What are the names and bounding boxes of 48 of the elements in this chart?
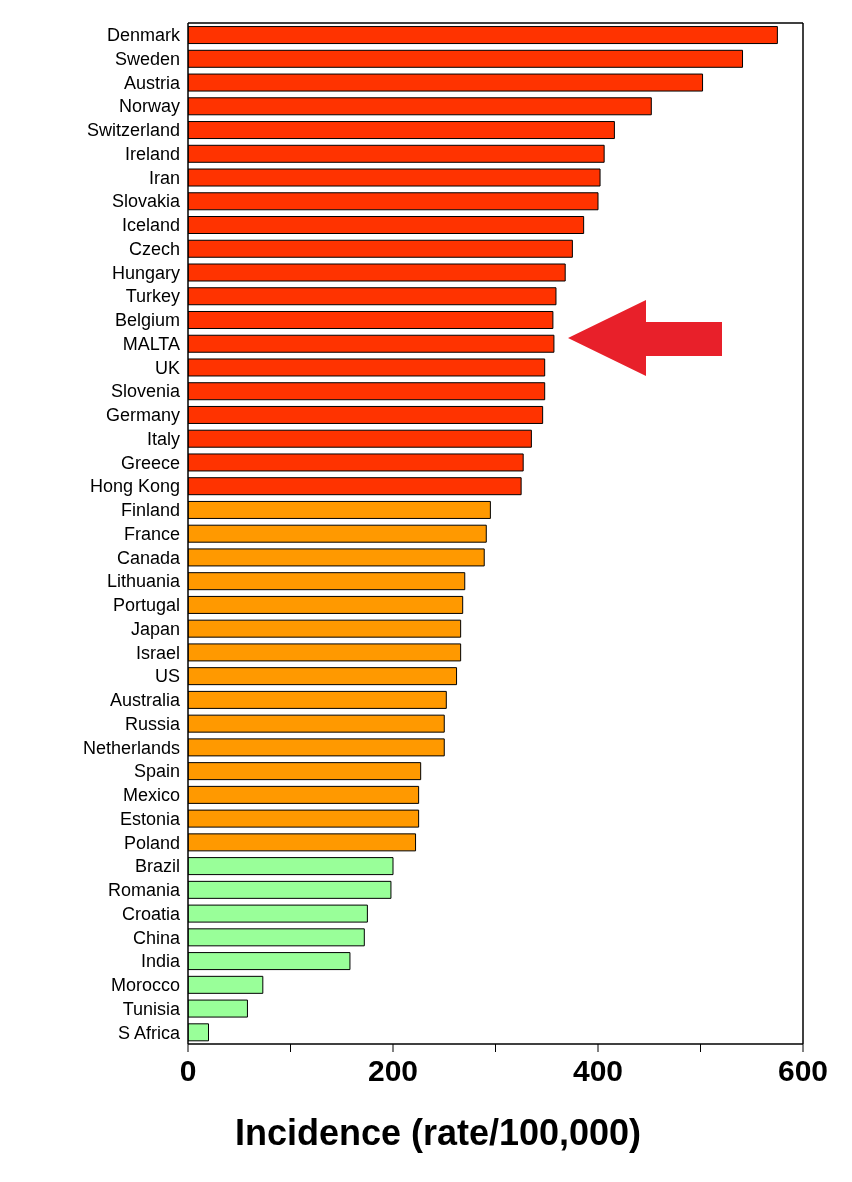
- y-tick-label: Russia: [124, 713, 181, 734]
- y-tick-label: France: [123, 523, 180, 544]
- y-tick-label: Germany: [105, 405, 180, 426]
- y-tick-label: Netherlands: [82, 737, 180, 758]
- x-axis-title: Incidence (rate/100,000): [233, 1112, 643, 1154]
- y-tick-label: Sweden: [114, 49, 180, 70]
- y-tick-label: Tunisia: [122, 998, 181, 1019]
- y-tick-label: Estonia: [119, 808, 181, 829]
- y-tick-label: Mexico: [122, 785, 180, 806]
- y-tick-label: Lithuania: [106, 571, 181, 592]
- x-tick-label: 200: [367, 1054, 419, 1088]
- y-tick-label: Portugal: [112, 595, 180, 616]
- y-tick-label: Belgium: [114, 310, 180, 331]
- y-tick-label: Hong Kong: [89, 476, 180, 497]
- y-tick-label: Iceland: [121, 215, 180, 236]
- y-tick-label: Turkey: [125, 286, 180, 307]
- y-tick-label: Poland: [123, 832, 180, 853]
- y-tick-label: US: [154, 666, 180, 687]
- y-tick-label: Australia: [109, 690, 181, 711]
- y-tick-label: Finland: [120, 500, 180, 521]
- y-tick-label: Austria: [123, 72, 181, 93]
- y-tick-label: Iran: [148, 167, 180, 188]
- y-tick-label: Switzerland: [86, 120, 180, 141]
- y-tick-label: India: [140, 951, 181, 972]
- x-tick-label: 0: [179, 1054, 197, 1088]
- y-tick-label: Morocco: [110, 975, 180, 996]
- y-tick-label: S Africa: [117, 1022, 181, 1043]
- y-tick-label: Italy: [146, 428, 180, 449]
- y-tick-label: Greece: [120, 452, 180, 473]
- y-tick-label: Czech: [128, 238, 180, 259]
- y-tick-label: Slovenia: [110, 381, 181, 402]
- y-tick-label: Slovakia: [111, 191, 181, 212]
- y-tick-label: Israel: [135, 642, 180, 663]
- y-tick-label: Ireland: [124, 143, 180, 164]
- y-tick-label: Croatia: [121, 903, 181, 924]
- y-tick-label: Brazil: [134, 856, 180, 877]
- x-tick-label: 600: [777, 1054, 829, 1088]
- y-tick-label: Norway: [118, 96, 180, 117]
- y-tick-label: China: [132, 927, 181, 948]
- x-tick-label: 400: [572, 1054, 624, 1088]
- y-tick-label: Hungary: [111, 262, 180, 283]
- y-tick-label: Spain: [133, 761, 180, 782]
- y-tick-label: Denmark: [106, 25, 181, 46]
- y-tick-label: Japan: [130, 618, 180, 639]
- y-tick-label: UK: [154, 357, 180, 378]
- y-tick-label: Canada: [116, 547, 181, 568]
- y-tick-label: Romania: [107, 880, 181, 901]
- y-tick-label: MALTA: [122, 333, 180, 354]
